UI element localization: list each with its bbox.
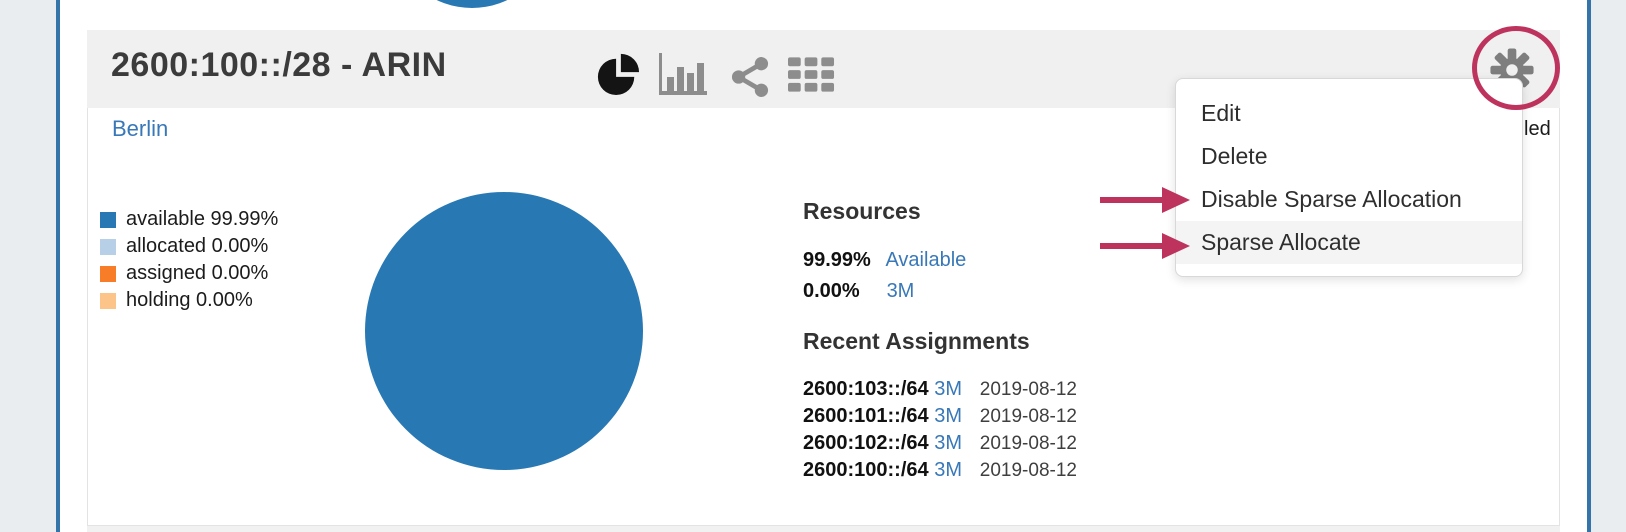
- menu-item-edit[interactable]: Edit: [1201, 100, 1241, 126]
- menu-item-delete[interactable]: Delete: [1201, 143, 1268, 169]
- resource-value: 0.00%: [803, 280, 860, 302]
- resource-link[interactable]: Available: [885, 249, 967, 271]
- status-text-fragment: led: [1524, 118, 1551, 140]
- legend-label: holding 0.00%: [126, 289, 253, 311]
- assignment-date: 2019-08-12: [979, 406, 1077, 427]
- menu-item-disable-sparse-allocation[interactable]: Disable Sparse Allocation: [1201, 186, 1462, 212]
- gear-icon[interactable]: [1489, 47, 1535, 93]
- assignment-row: 2600:103::/64 3M 2019-08-12: [803, 378, 1077, 401]
- assignment-prefix: 2600:102::/64: [803, 432, 929, 454]
- legend-item: assigned 0.00%: [100, 260, 268, 287]
- resources-heading: Resources: [803, 198, 921, 224]
- legend-swatch-available: [100, 211, 116, 228]
- assignment-row: 2600:102::/64 3M 2019-08-12: [803, 432, 1077, 455]
- next-card-header-fragment: [87, 526, 1560, 532]
- resource-value: 99.99%: [803, 249, 871, 271]
- assignment-prefix: 2600:101::/64: [803, 405, 929, 427]
- legend-item: holding 0.00%: [100, 287, 253, 314]
- legend-swatch-assigned: [100, 265, 116, 282]
- share-icon[interactable]: [731, 56, 769, 103]
- gear-dropdown-menu: Edit Delete Disable Sparse Allocation Sp…: [1175, 78, 1523, 277]
- legend-label: available 99.99%: [126, 208, 279, 230]
- legend-item: allocated 0.00%: [100, 233, 268, 260]
- assignment-link[interactable]: 3M: [934, 405, 963, 427]
- outer-panel-left: [0, 0, 56, 532]
- utilization-pie-chart: [365, 192, 643, 470]
- resource-row: 0.00% 3M: [803, 280, 914, 303]
- outer-panel-right: [1591, 0, 1626, 532]
- previous-card-pie-fragment: [400, 0, 544, 8]
- assignment-date: 2019-08-12: [979, 433, 1077, 454]
- card-title: 2600:100::/28 - ARIN: [111, 46, 447, 84]
- assignment-date: 2019-08-12: [979, 379, 1077, 400]
- legend-label: allocated 0.00%: [126, 235, 269, 257]
- assignment-row: 2600:100::/64 3M 2019-08-12: [803, 459, 1077, 482]
- legend-swatch-holding: [100, 292, 116, 309]
- legend-item: available 99.99%: [100, 206, 278, 233]
- assignment-prefix: 2600:100::/64: [803, 459, 929, 481]
- assignment-date: 2019-08-12: [979, 460, 1077, 481]
- pie-chart-icon[interactable]: [595, 52, 641, 101]
- menu-item-sparse-allocate[interactable]: Sparse Allocate: [1176, 221, 1522, 264]
- assignment-link[interactable]: 3M: [934, 459, 963, 481]
- bar-chart-icon[interactable]: [659, 53, 709, 100]
- page-edge-line-left: [56, 0, 60, 532]
- resource-row: 99.99% Available: [803, 249, 966, 272]
- assignment-link[interactable]: 3M: [934, 378, 963, 400]
- assignment-link[interactable]: 3M: [934, 432, 963, 454]
- assignment-row: 2600:101::/64 3M 2019-08-12: [803, 405, 1077, 428]
- grid-icon[interactable]: [788, 57, 835, 98]
- recent-assignments-heading: Recent Assignments: [803, 328, 1030, 354]
- assignment-prefix: 2600:103::/64: [803, 378, 929, 400]
- page-edge-line-right: [1587, 0, 1591, 532]
- legend-label: assigned 0.00%: [126, 262, 269, 284]
- legend-swatch-allocated: [100, 238, 116, 255]
- resource-link[interactable]: 3M: [886, 280, 915, 302]
- location-link[interactable]: Berlin: [112, 116, 169, 141]
